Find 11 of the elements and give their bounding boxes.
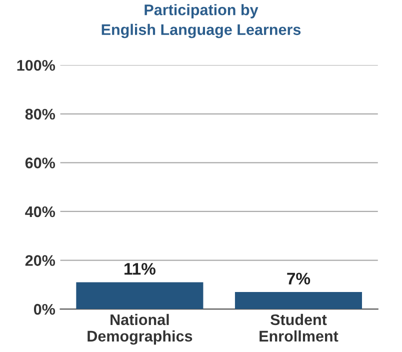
y-tick-label: 80% xyxy=(25,108,56,120)
y-tick-label: 60% xyxy=(25,158,56,168)
chart-title: Participation by English Language Learners xyxy=(102,4,301,38)
y-tick-label: 40% xyxy=(25,206,56,218)
x-tick-label: Student Enrollment xyxy=(260,314,338,342)
y-tick-label: 100% xyxy=(17,60,56,71)
y-tick-label: 20% xyxy=(25,255,56,266)
y-tick-label: 0% xyxy=(34,304,56,315)
data-label: 11% xyxy=(124,263,156,275)
data-label: 7% xyxy=(287,272,310,284)
x-tick-label: National Demographics xyxy=(88,314,192,345)
